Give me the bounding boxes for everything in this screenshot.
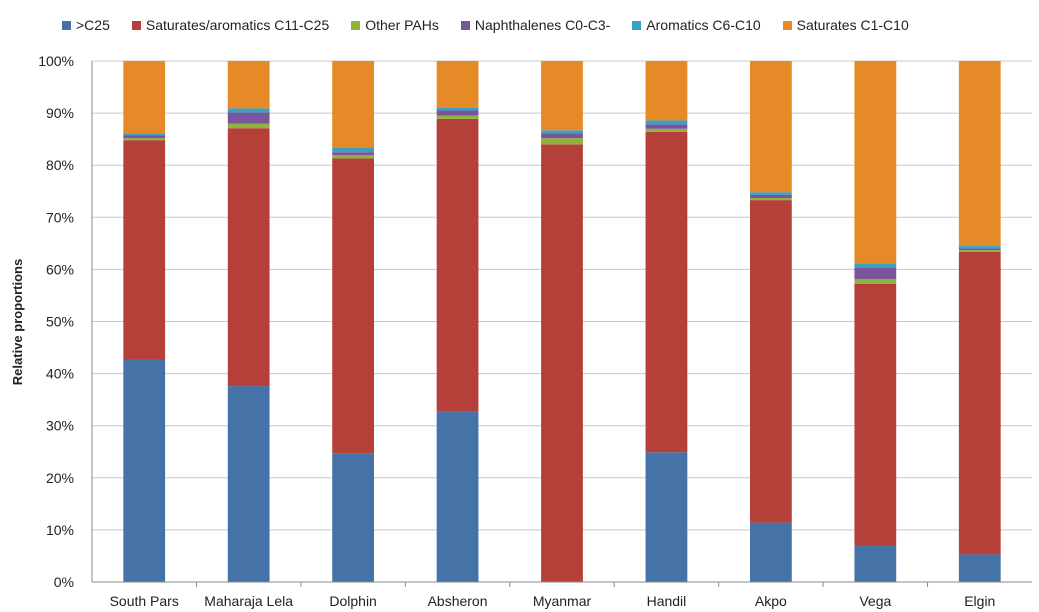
bar-segment [227, 108, 270, 113]
bar-segment [750, 194, 792, 199]
legend-item: Other PAHs [351, 17, 439, 33]
bar-segment [750, 522, 792, 582]
x-tick-label: Elgin [964, 593, 995, 609]
bar-segment [750, 198, 792, 201]
x-tick-label: South Pars [110, 593, 179, 609]
bar-segment [958, 245, 1001, 249]
legend-item: Naphthalenes C0-C3- [460, 17, 611, 33]
bar-segment [123, 61, 166, 134]
bar-segment [123, 138, 166, 141]
bar-segment [436, 110, 479, 116]
legend-swatch [62, 20, 71, 30]
chart-legend: >C25 Saturates/aromatics C11-C25 Other P… [62, 14, 1032, 36]
x-tick-label: Maharaja Lela [204, 593, 293, 609]
y-tick-label: 0% [54, 574, 74, 590]
bar-segment [123, 359, 166, 582]
bar-segment [227, 128, 270, 387]
y-tick-label: 50% [46, 314, 74, 330]
bar-segment [854, 546, 897, 582]
y-tick-label: 40% [46, 366, 74, 382]
bar-segment [854, 61, 897, 264]
y-tick-label: 70% [46, 209, 74, 225]
legend-label: Saturates/aromatics C11-C25 [145, 17, 330, 33]
bar-segment [750, 200, 792, 523]
bar-segment [958, 250, 1001, 252]
legend-swatch [131, 20, 141, 30]
bar-segment [750, 192, 792, 195]
bar-segment [854, 283, 897, 547]
bar-segment [227, 112, 270, 124]
bar-segment [332, 148, 374, 153]
bar-segment [645, 131, 688, 453]
legend-label: Other PAHs [365, 17, 439, 33]
bar-segment [958, 248, 1001, 251]
bar-segment [645, 128, 688, 132]
axes [91, 61, 1032, 587]
x-tick-label: Handil [647, 593, 687, 609]
x-tick-label: Akpo [755, 593, 787, 609]
y-tick-label: 100% [38, 53, 74, 69]
y-tick-label: 20% [46, 470, 74, 486]
bar-segment [332, 453, 374, 582]
legend-item: Aromatics C6-C10 [632, 17, 761, 33]
legend-label: Saturates C1-C10 [796, 17, 909, 33]
bar-segment [645, 61, 688, 121]
bar-segment [541, 133, 583, 139]
bar-segment [645, 124, 688, 129]
bar-segment [750, 61, 792, 193]
legend-swatch [632, 20, 642, 30]
bar-segment [332, 152, 374, 156]
x-tick-label: Vega [859, 593, 891, 609]
y-tick-label: 60% [46, 261, 74, 277]
bar-segment [958, 554, 1001, 582]
bar-segment [854, 263, 897, 268]
bar-segment [645, 120, 688, 125]
bar-segment [227, 61, 270, 109]
bar-segment [436, 115, 479, 119]
y-tick-label: 30% [46, 418, 74, 434]
legend-swatch [351, 20, 361, 30]
bar-segment [436, 411, 479, 582]
y-tick-label: 10% [46, 522, 74, 538]
x-tick-label: Myanmar [533, 593, 592, 609]
y-tick-label: 90% [46, 105, 74, 121]
y-tick-labels: 0% 10% 20% 30% 40% 50% 60% 70% 80% 90% 100% [38, 53, 74, 590]
bar-segment [332, 158, 374, 454]
legend-item: >C25 [62, 17, 110, 33]
bar-segment [958, 61, 1001, 246]
bar-segment [541, 144, 583, 583]
bar-segment [541, 130, 583, 134]
y-axis-label: Relative proportions [10, 259, 25, 385]
bar-segment [436, 107, 479, 111]
bar-segment [854, 279, 897, 284]
bar-segment [332, 61, 374, 149]
legend-swatch [782, 20, 792, 30]
y-tick-label: 80% [46, 157, 74, 173]
bar-segment [227, 123, 270, 129]
bar-segment [332, 155, 374, 159]
bar-segment [541, 138, 583, 145]
bar-segment [645, 452, 688, 582]
bar-segment [541, 61, 583, 131]
legend-swatch [460, 20, 470, 30]
bar-segment [123, 140, 166, 360]
bar-segment [123, 135, 166, 139]
bar-segment [854, 267, 897, 280]
bar-segment [958, 251, 1001, 555]
bars [123, 61, 1001, 583]
x-tick-label: Absheron [428, 593, 488, 609]
bar-segment [436, 118, 479, 412]
x-tick-labels: South Pars Maharaja Lela Dolphin Absheron My… [110, 593, 996, 609]
legend-label: Aromatics C6-C10 [646, 17, 761, 33]
bar-segment [436, 61, 479, 108]
legend-label: >C25 [76, 17, 110, 33]
legend-item: Saturates C1-C10 [782, 17, 909, 33]
legend-label: Naphthalenes C0-C3- [474, 17, 611, 33]
legend-item: Saturates/aromatics C11-C25 [131, 17, 330, 33]
x-tick-label: Dolphin [329, 593, 376, 609]
bar-segment [123, 133, 166, 136]
bar-segment [227, 386, 270, 582]
